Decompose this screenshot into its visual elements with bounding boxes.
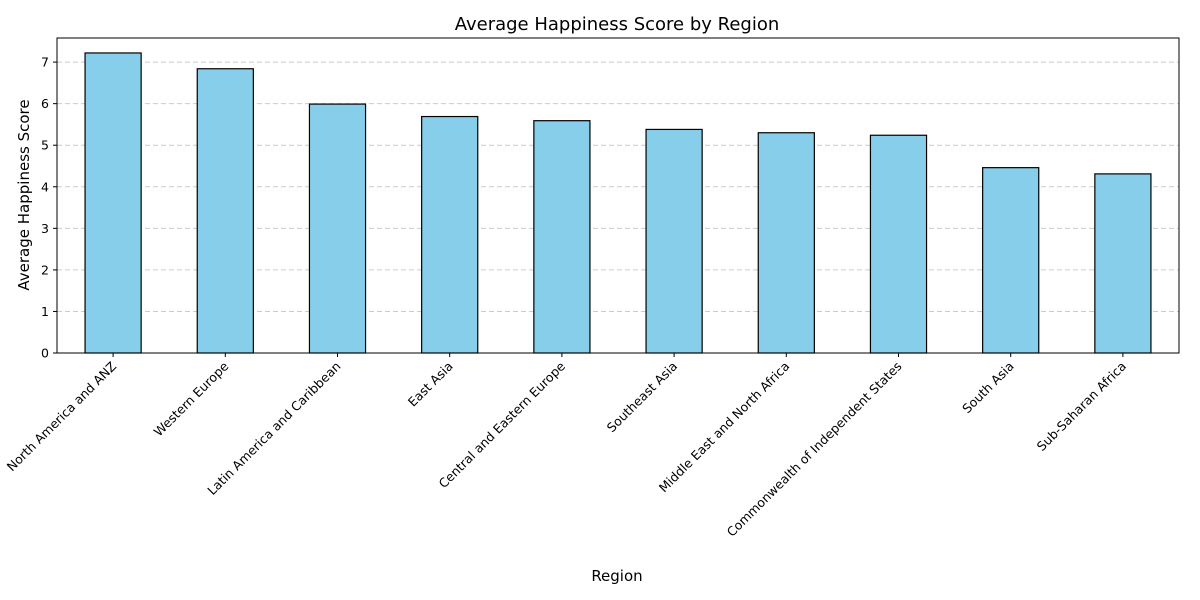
x-tick-label: North America and ANZ [4, 359, 120, 475]
y-tick-label: 4 [41, 179, 49, 194]
bar [84, 52, 142, 354]
y-tick-label: 6 [41, 96, 49, 111]
y-tick-label: 5 [41, 138, 49, 153]
y-axis-label: Average Happiness Score [15, 99, 33, 290]
axes [56, 37, 1180, 354]
x-tick-label: East Asia [405, 359, 456, 410]
chart-title: Average Happiness Score by Region [455, 14, 780, 35]
plot-frame [56, 37, 1180, 354]
y-ticks: 0 1 2 3 4 5 6 7 [41, 55, 57, 361]
x-tick-label: Middle East and North Africa [656, 359, 793, 496]
bar [869, 134, 928, 354]
x-ticks: North America and ANZ Western EuropeLatin… [4, 353, 1129, 540]
bar [421, 115, 479, 354]
y-tick-label: 3 [41, 221, 49, 236]
bar [645, 128, 703, 354]
y-tick-label: 0 [41, 346, 49, 361]
y-tick-label: 2 [41, 262, 49, 277]
x-tick-label: South Asia [959, 359, 1017, 417]
y-tick-label: 1 [41, 304, 49, 319]
x-tick-label: Sub-Saharan Africa [1034, 359, 1129, 454]
bar [196, 68, 254, 354]
x-tick-label: Western Europe [151, 358, 232, 439]
x-tick-label: Central and Eastern Europe [435, 358, 568, 491]
bars [84, 52, 1152, 354]
bar [308, 103, 367, 354]
bar [757, 132, 815, 354]
bar [533, 120, 591, 354]
x-tick-label: Southeast Asia [604, 359, 681, 436]
x-axis-label: Region [591, 567, 642, 585]
bar [982, 167, 1040, 354]
bar [1094, 173, 1152, 354]
x-tick-label: Latin America and Caribbean [204, 359, 343, 498]
x-tick-label: Commonwealth of Independent States [724, 359, 905, 540]
y-tick-label: 7 [41, 55, 49, 70]
